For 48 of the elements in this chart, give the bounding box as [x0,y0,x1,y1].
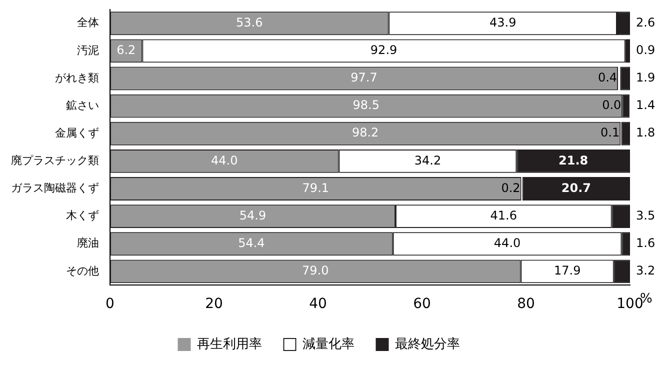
data-label: 21.8 [558,153,588,168]
data-label: 97.7 [350,70,378,85]
legend-label: 再生利用率 [196,336,262,352]
data-label: 54.4 [238,236,265,250]
data-label: 0.1 [600,126,620,140]
data-label: 1.6 [636,236,656,250]
y-tick-label: ガラス陶磁器くず [11,182,99,195]
data-label: 79.0 [302,264,329,278]
data-label: 3.2 [636,264,656,278]
y-tick-label: がれき類 [55,71,99,84]
data-label: 98.5 [352,98,380,112]
data-label: 34.2 [414,153,442,168]
data-label: 20.7 [561,180,591,195]
data-label: 1.4 [636,98,656,112]
x-tick-label: 60 [413,296,431,312]
data-label: 1.9 [636,70,656,85]
data-label: 79.1 [302,180,330,195]
data-label: 41.6 [490,208,517,222]
data-label: 6.2 [116,43,136,58]
data-label: 17.9 [554,264,581,278]
data-label: 0.2 [501,180,520,195]
y-tick-label: 木くず [66,209,99,222]
data-label: 43.9 [490,16,516,30]
data-label: 0.4 [598,70,618,85]
data-label: 0.9 [636,43,656,58]
x-tick-label: 80 [517,296,535,312]
y-tick-label: 全体 [77,16,99,30]
data-label: 98.2 [352,126,379,140]
data-label: 1.8 [636,126,656,140]
data-label: 0.0 [602,98,622,112]
y-tick-label: その他 [66,264,99,278]
data-label: 44.0 [211,153,238,168]
data-label: 3.5 [636,208,656,222]
y-tick-label: 鉱さい [66,98,99,112]
legend-label: 最終処分率 [394,336,460,352]
data-label: 44.0 [494,236,521,250]
legend-label: 減量化率 [302,336,354,352]
y-tick-label: 廃プラスチック類 [11,154,99,168]
y-tick-label: 汚泥 [77,44,99,57]
x-tick-label: 0 [106,296,114,312]
data-label: 53.6 [236,16,263,30]
data-label: 92.9 [370,43,398,58]
x-tick-label: 40 [309,296,327,312]
y-tick-label: 金属くず [55,126,99,140]
y-tick-label: 廃油 [77,236,99,250]
data-label: 2.6 [636,16,656,30]
x-tick-label: 20 [205,296,223,312]
data-label: 54.9 [239,208,266,222]
